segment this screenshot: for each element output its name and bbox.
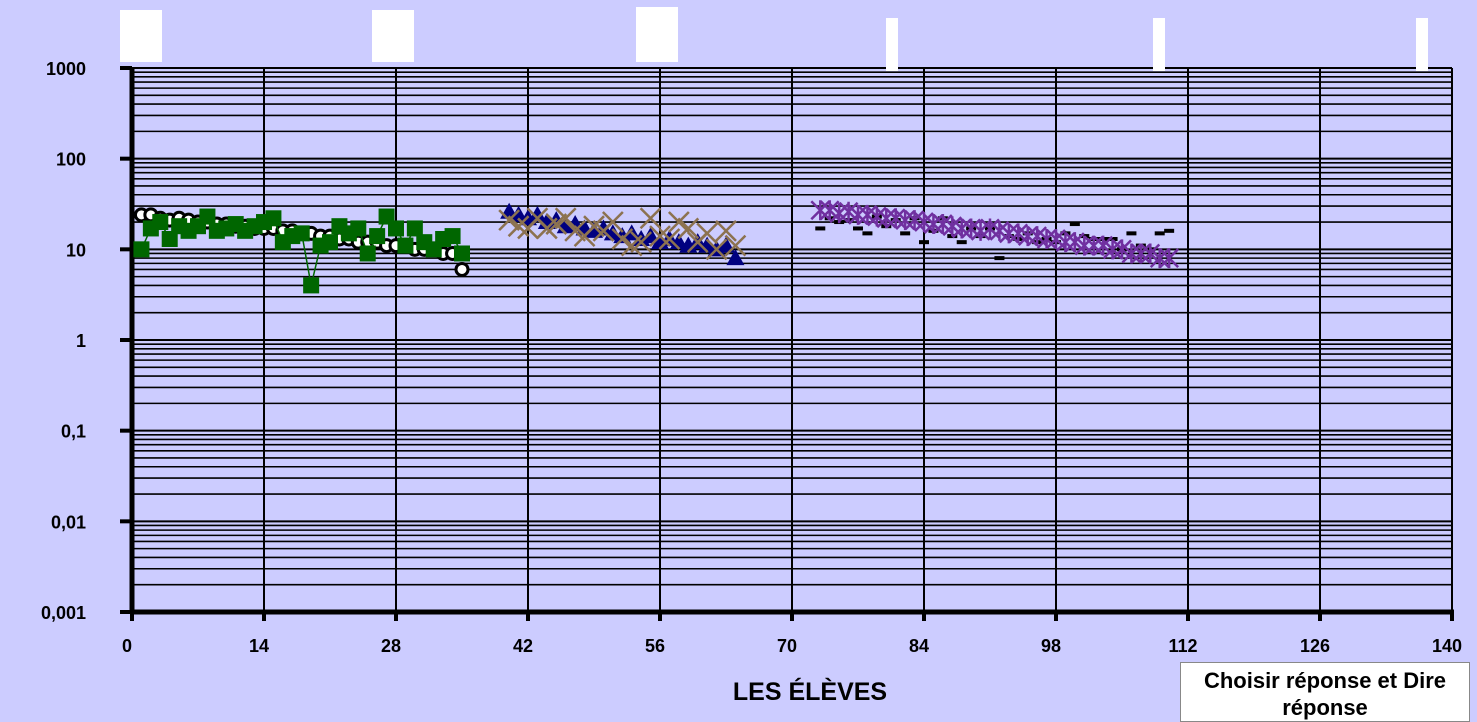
y-tick-label: 1 — [76, 331, 86, 351]
data-point — [677, 217, 700, 240]
data-point — [1159, 248, 1180, 269]
x-tick-label: 42 — [513, 636, 533, 656]
data-point — [696, 222, 719, 245]
y-tick-label: 1000 — [46, 59, 86, 79]
x-tick-label: 70 — [777, 636, 797, 656]
phase-change-marker — [372, 10, 414, 62]
data-point — [810, 200, 831, 221]
x-tick-label: 0 — [122, 636, 132, 656]
data-point — [1140, 243, 1161, 264]
data-point — [303, 277, 320, 294]
axes — [120, 66, 1454, 621]
x-tick-label: 28 — [381, 636, 401, 656]
y-tick-label: 0,1 — [61, 422, 86, 442]
data-point — [895, 210, 916, 231]
grid-lines — [131, 67, 1453, 613]
data-point — [611, 228, 634, 250]
data-point — [199, 208, 216, 225]
y-tick-label: 10 — [66, 240, 86, 260]
data-point — [406, 220, 423, 237]
data-point — [265, 210, 282, 227]
data-point — [1130, 243, 1151, 264]
data-point — [545, 213, 568, 235]
data-point — [1036, 229, 1057, 250]
data-point — [359, 245, 376, 262]
data-point — [369, 228, 386, 245]
x-axis-title: LES ÉLÈVES — [732, 678, 888, 706]
data-point — [667, 211, 690, 233]
data-point — [1126, 231, 1137, 236]
data-point — [853, 226, 863, 231]
data-point — [152, 214, 169, 231]
x-tick-label: 112 — [1168, 636, 1197, 656]
y-tick-label: 100 — [56, 150, 86, 170]
data-point — [498, 209, 521, 232]
x-tick-label: 56 — [645, 636, 665, 656]
data-point — [715, 219, 737, 242]
data-point — [630, 231, 653, 254]
data-point — [554, 207, 577, 230]
data-point — [994, 256, 1005, 261]
data-point — [726, 249, 745, 266]
phase-change-marker — [636, 7, 678, 62]
data-point — [862, 231, 873, 236]
x-tick-label: 126 — [1300, 636, 1330, 656]
data-point — [998, 223, 1019, 244]
data-point — [1074, 235, 1095, 256]
data-point — [1055, 232, 1076, 253]
data-point — [724, 234, 747, 257]
data-point — [923, 214, 944, 235]
data-point — [1107, 237, 1118, 242]
x-axis-ticks: 0 14 28 42 56 70 84 98 112 126 140 — [122, 636, 1462, 656]
data-point — [815, 226, 826, 231]
data-marks — [133, 200, 1180, 294]
y-axis-ticks: 1000 100 10 1 0,1 0,01 0,001 — [41, 59, 86, 623]
data-point — [133, 241, 150, 258]
y-tick-label: 0,001 — [41, 603, 86, 623]
data-point — [528, 205, 547, 222]
x-tick-label: 84 — [909, 636, 929, 656]
data-point — [919, 240, 929, 245]
data-point — [601, 211, 624, 233]
answer-button[interactable]: Choisir réponse et Dire réponse — [1180, 662, 1470, 722]
x-tick-label: 14 — [249, 636, 269, 656]
data-point — [900, 231, 911, 236]
data-point — [876, 208, 897, 229]
data-point — [1102, 239, 1123, 260]
x-tick-label: 140 — [1432, 636, 1462, 656]
data-point — [322, 234, 338, 251]
data-point — [161, 231, 178, 248]
data-point — [848, 204, 868, 225]
phase-change-marker — [120, 10, 162, 62]
data-point — [1083, 235, 1104, 256]
data-point — [293, 225, 310, 242]
phase-change-marker — [1153, 18, 1165, 71]
data-point — [717, 236, 735, 253]
data-point — [397, 237, 414, 254]
data-point — [444, 228, 461, 245]
y-tick-label: 0,01 — [51, 512, 86, 532]
phase-change-marker — [1416, 18, 1428, 71]
x-tick-label: 98 — [1041, 636, 1061, 656]
data-point — [454, 245, 470, 262]
data-point — [1154, 231, 1165, 236]
data-point — [1164, 228, 1175, 233]
data-point — [956, 240, 967, 245]
data-point — [1069, 222, 1080, 227]
data-point — [350, 220, 367, 237]
data-point — [705, 238, 728, 261]
data-point — [454, 261, 470, 277]
data-point — [1121, 243, 1142, 264]
data-point — [951, 218, 972, 239]
data-point — [641, 227, 660, 244]
data-point — [639, 207, 662, 230]
data-point — [1017, 226, 1038, 247]
data-point — [658, 228, 681, 250]
phase-change-marker — [886, 18, 898, 71]
data-point — [509, 205, 528, 222]
data-point — [1149, 248, 1170, 269]
data-point — [388, 220, 404, 237]
